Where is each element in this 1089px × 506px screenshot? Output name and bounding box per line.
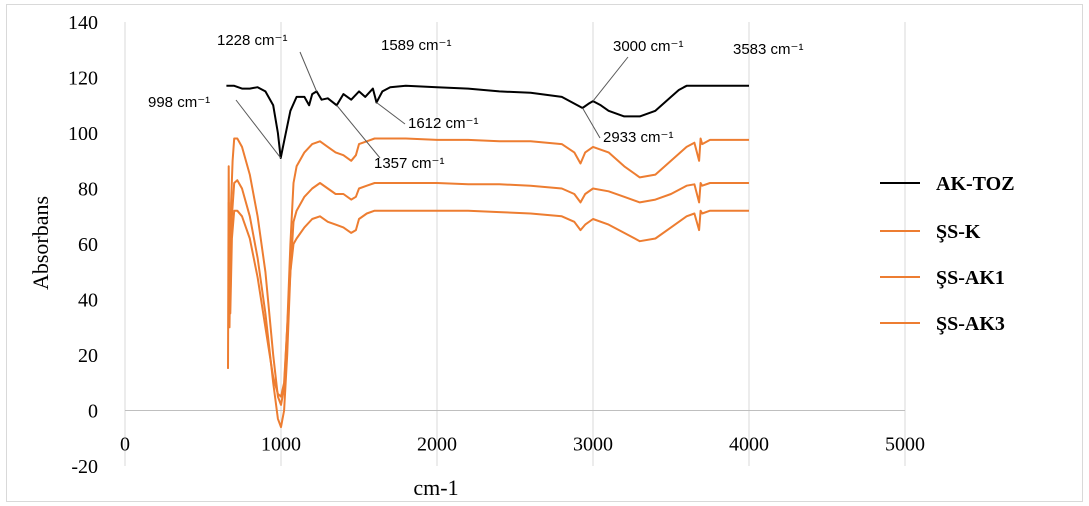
annotation-leader: [376, 102, 406, 125]
legend-label: AK-TOZ: [936, 173, 1015, 195]
grid-lines: [124, 22, 906, 466]
y-tick-label: 100: [68, 123, 98, 145]
y-tick-label: -20: [71, 456, 98, 478]
x-tick-label: 5000: [885, 434, 925, 456]
y-axis-title: Absorbans: [28, 196, 53, 290]
peak-annotation-label: 1228 cm⁻¹: [217, 32, 287, 49]
series-line-1: [227, 137, 749, 406]
y-tick-labels: -20 0 20 40 60 80 100 120 140: [68, 12, 98, 478]
x-tick-label: 3000: [573, 434, 613, 456]
y-tick-label: 120: [68, 68, 98, 90]
peak-annotation-label: 3000 cm⁻¹: [613, 38, 683, 55]
y-tick-label: 40: [78, 290, 98, 312]
x-axis-title: cm-1: [413, 475, 458, 500]
legend: AK-TOZ ŞS-K ŞS-AK1 ŞS-AK3: [880, 173, 1015, 335]
peak-annotation-label: 2933 cm⁻¹: [603, 129, 673, 146]
legend-label: ŞS-AK3: [936, 313, 1005, 335]
y-tick-label: 80: [78, 179, 98, 201]
legend-label: ŞS-K: [936, 221, 981, 243]
y-tick-label: 0: [88, 401, 98, 423]
peak-annotation-label: 3583 cm⁻¹: [733, 41, 803, 58]
peak-annotation-label: 998 cm⁻¹: [148, 94, 210, 111]
series-line-0: [226, 84, 749, 159]
x-tick-labels: 0 1000 2000 3000 4000 5000: [120, 434, 925, 456]
x-tick-label: 1000: [261, 434, 301, 456]
annotation-leader: [299, 51, 318, 92]
x-tick-label: 0: [120, 434, 130, 456]
series-line-3: [227, 209, 749, 398]
y-tick-label: 20: [78, 345, 98, 367]
x-tick-label: 2000: [417, 434, 457, 456]
annotation-leader: [592, 56, 629, 102]
peak-annotation-label: 1589 cm⁻¹: [381, 37, 451, 54]
annotation-leader: [235, 99, 282, 159]
y-tick-label: 60: [78, 234, 98, 256]
series-line-2: [227, 179, 749, 429]
y-tick-label: 140: [68, 12, 98, 34]
peak-annotation-label: 1612 cm⁻¹: [408, 115, 478, 132]
peak-annotations: 998 cm⁻¹ 1228 cm⁻¹ 1357 cm⁻¹ 1589 cm⁻¹ 1612 …: [148, 32, 803, 172]
x-tick-label: 4000: [729, 434, 769, 456]
legend-label: ŞS-AK1: [936, 267, 1005, 289]
peak-annotation-label: 1357 cm⁻¹: [374, 155, 444, 172]
annotation-leader: [582, 107, 601, 139]
annotation-leader: [336, 104, 381, 159]
chart-frame: [6, 4, 1083, 502]
